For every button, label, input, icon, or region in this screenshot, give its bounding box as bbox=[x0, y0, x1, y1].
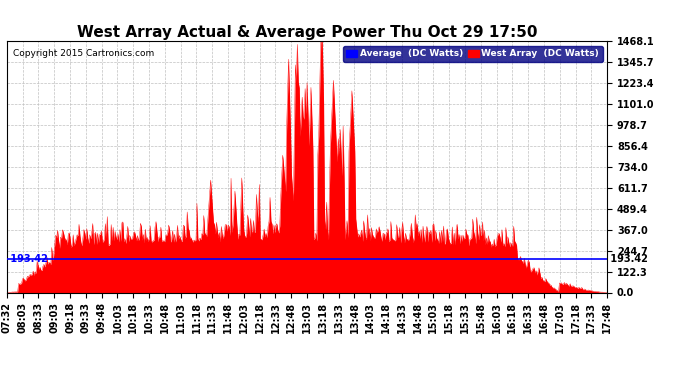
Text: 193.42: 193.42 bbox=[607, 254, 648, 264]
Legend: Average  (DC Watts), West Array  (DC Watts): Average (DC Watts), West Array (DC Watts… bbox=[343, 46, 602, 62]
Text: Copyright 2015 Cartronics.com: Copyright 2015 Cartronics.com bbox=[13, 49, 154, 58]
Title: West Array Actual & Average Power Thu Oct 29 17:50: West Array Actual & Average Power Thu Oc… bbox=[77, 25, 538, 40]
Text: 193.42: 193.42 bbox=[7, 254, 48, 264]
